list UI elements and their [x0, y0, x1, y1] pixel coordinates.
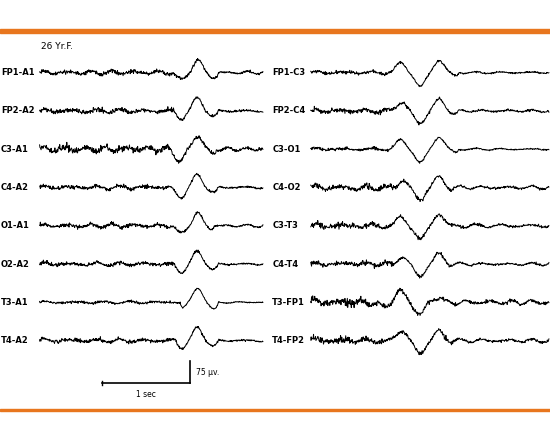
Text: C3-T3: C3-T3 [272, 221, 298, 230]
Bar [0, 30, 550, 33]
Text: FP2-C4: FP2-C4 [272, 106, 305, 115]
Text: T4-FP2: T4-FP2 [272, 336, 305, 345]
Text: Source: Semin Neurol © 2003 Thieme Medical Publishers: Source: Semin Neurol © 2003 Thieme Medic… [155, 420, 395, 429]
Text: T4-A2: T4-A2 [1, 336, 29, 345]
Text: 26 Yr.F.: 26 Yr.F. [41, 42, 73, 51]
Text: www.medscape.com: www.medscape.com [214, 7, 336, 20]
Bar [0, 409, 550, 412]
Text: C3-A1: C3-A1 [1, 145, 29, 154]
Text: ®: ® [63, 9, 73, 19]
Text: FP1-A1: FP1-A1 [1, 68, 35, 77]
Text: T3-A1: T3-A1 [1, 298, 29, 307]
Text: T3-FP1: T3-FP1 [272, 298, 305, 307]
Text: C4-O2: C4-O2 [272, 183, 301, 192]
Text: FP2-A2: FP2-A2 [1, 106, 35, 115]
Text: O1-A1: O1-A1 [1, 221, 30, 230]
Text: 1 sec: 1 sec [136, 390, 156, 399]
Text: C4-T4: C4-T4 [272, 260, 298, 268]
Text: FP1-C3: FP1-C3 [272, 68, 305, 77]
Text: C4-A2: C4-A2 [1, 183, 29, 192]
Text: C3-O1: C3-O1 [272, 145, 301, 154]
Text: 75 μv.: 75 μv. [196, 368, 219, 377]
Text: O2-A2: O2-A2 [1, 260, 30, 268]
Text: Medscape: Medscape [8, 7, 82, 20]
